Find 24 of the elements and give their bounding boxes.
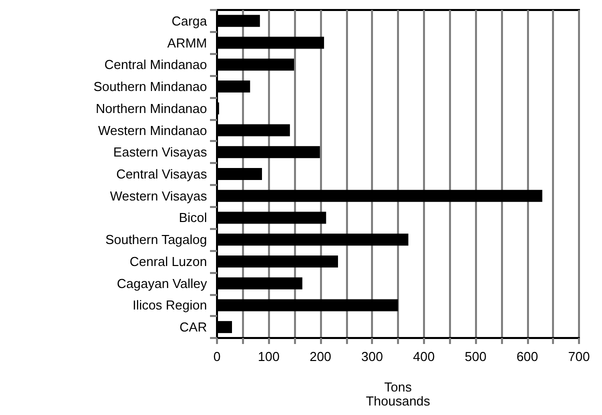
y-tick-label: Southern Tagalog xyxy=(105,232,207,248)
x-tick-label: 600 xyxy=(516,349,538,364)
y-tick-label: Southern Mindanao xyxy=(94,79,207,94)
x-tick-label: 400 xyxy=(413,349,435,364)
x-tick-label: 200 xyxy=(310,349,332,364)
y-tick-label: Cenral Luzon xyxy=(130,254,207,269)
x-tick-label: 700 xyxy=(568,349,590,364)
y-tick-label: Western Visayas xyxy=(110,188,208,204)
x-tick-label: 300 xyxy=(361,349,383,364)
y-tick-label: CAR xyxy=(180,320,207,335)
y-tick-label: Northern Mindanao xyxy=(96,100,207,116)
x-axis-title: Tons Thousands xyxy=(366,379,431,408)
y-tick-label: ARMM xyxy=(167,35,207,50)
y-tick-label: Central Mindanao xyxy=(104,57,207,72)
y-tick-label: Western Mindanao xyxy=(98,122,207,138)
y-tick-label: Bicol xyxy=(178,210,208,226)
y-tick-label: Central Visayas xyxy=(116,166,208,182)
y-tick-label: Eastern Visayas xyxy=(113,144,208,160)
x-tick-label: 500 xyxy=(464,349,486,364)
y-tick-label: Carga xyxy=(172,13,208,28)
x-tick-label: 100 xyxy=(258,349,280,364)
y-tick-label: Cagayan Valley xyxy=(116,276,208,291)
x-tick-label: 0 xyxy=(213,349,221,364)
y-tick-label: Ilicos Region xyxy=(132,298,207,313)
